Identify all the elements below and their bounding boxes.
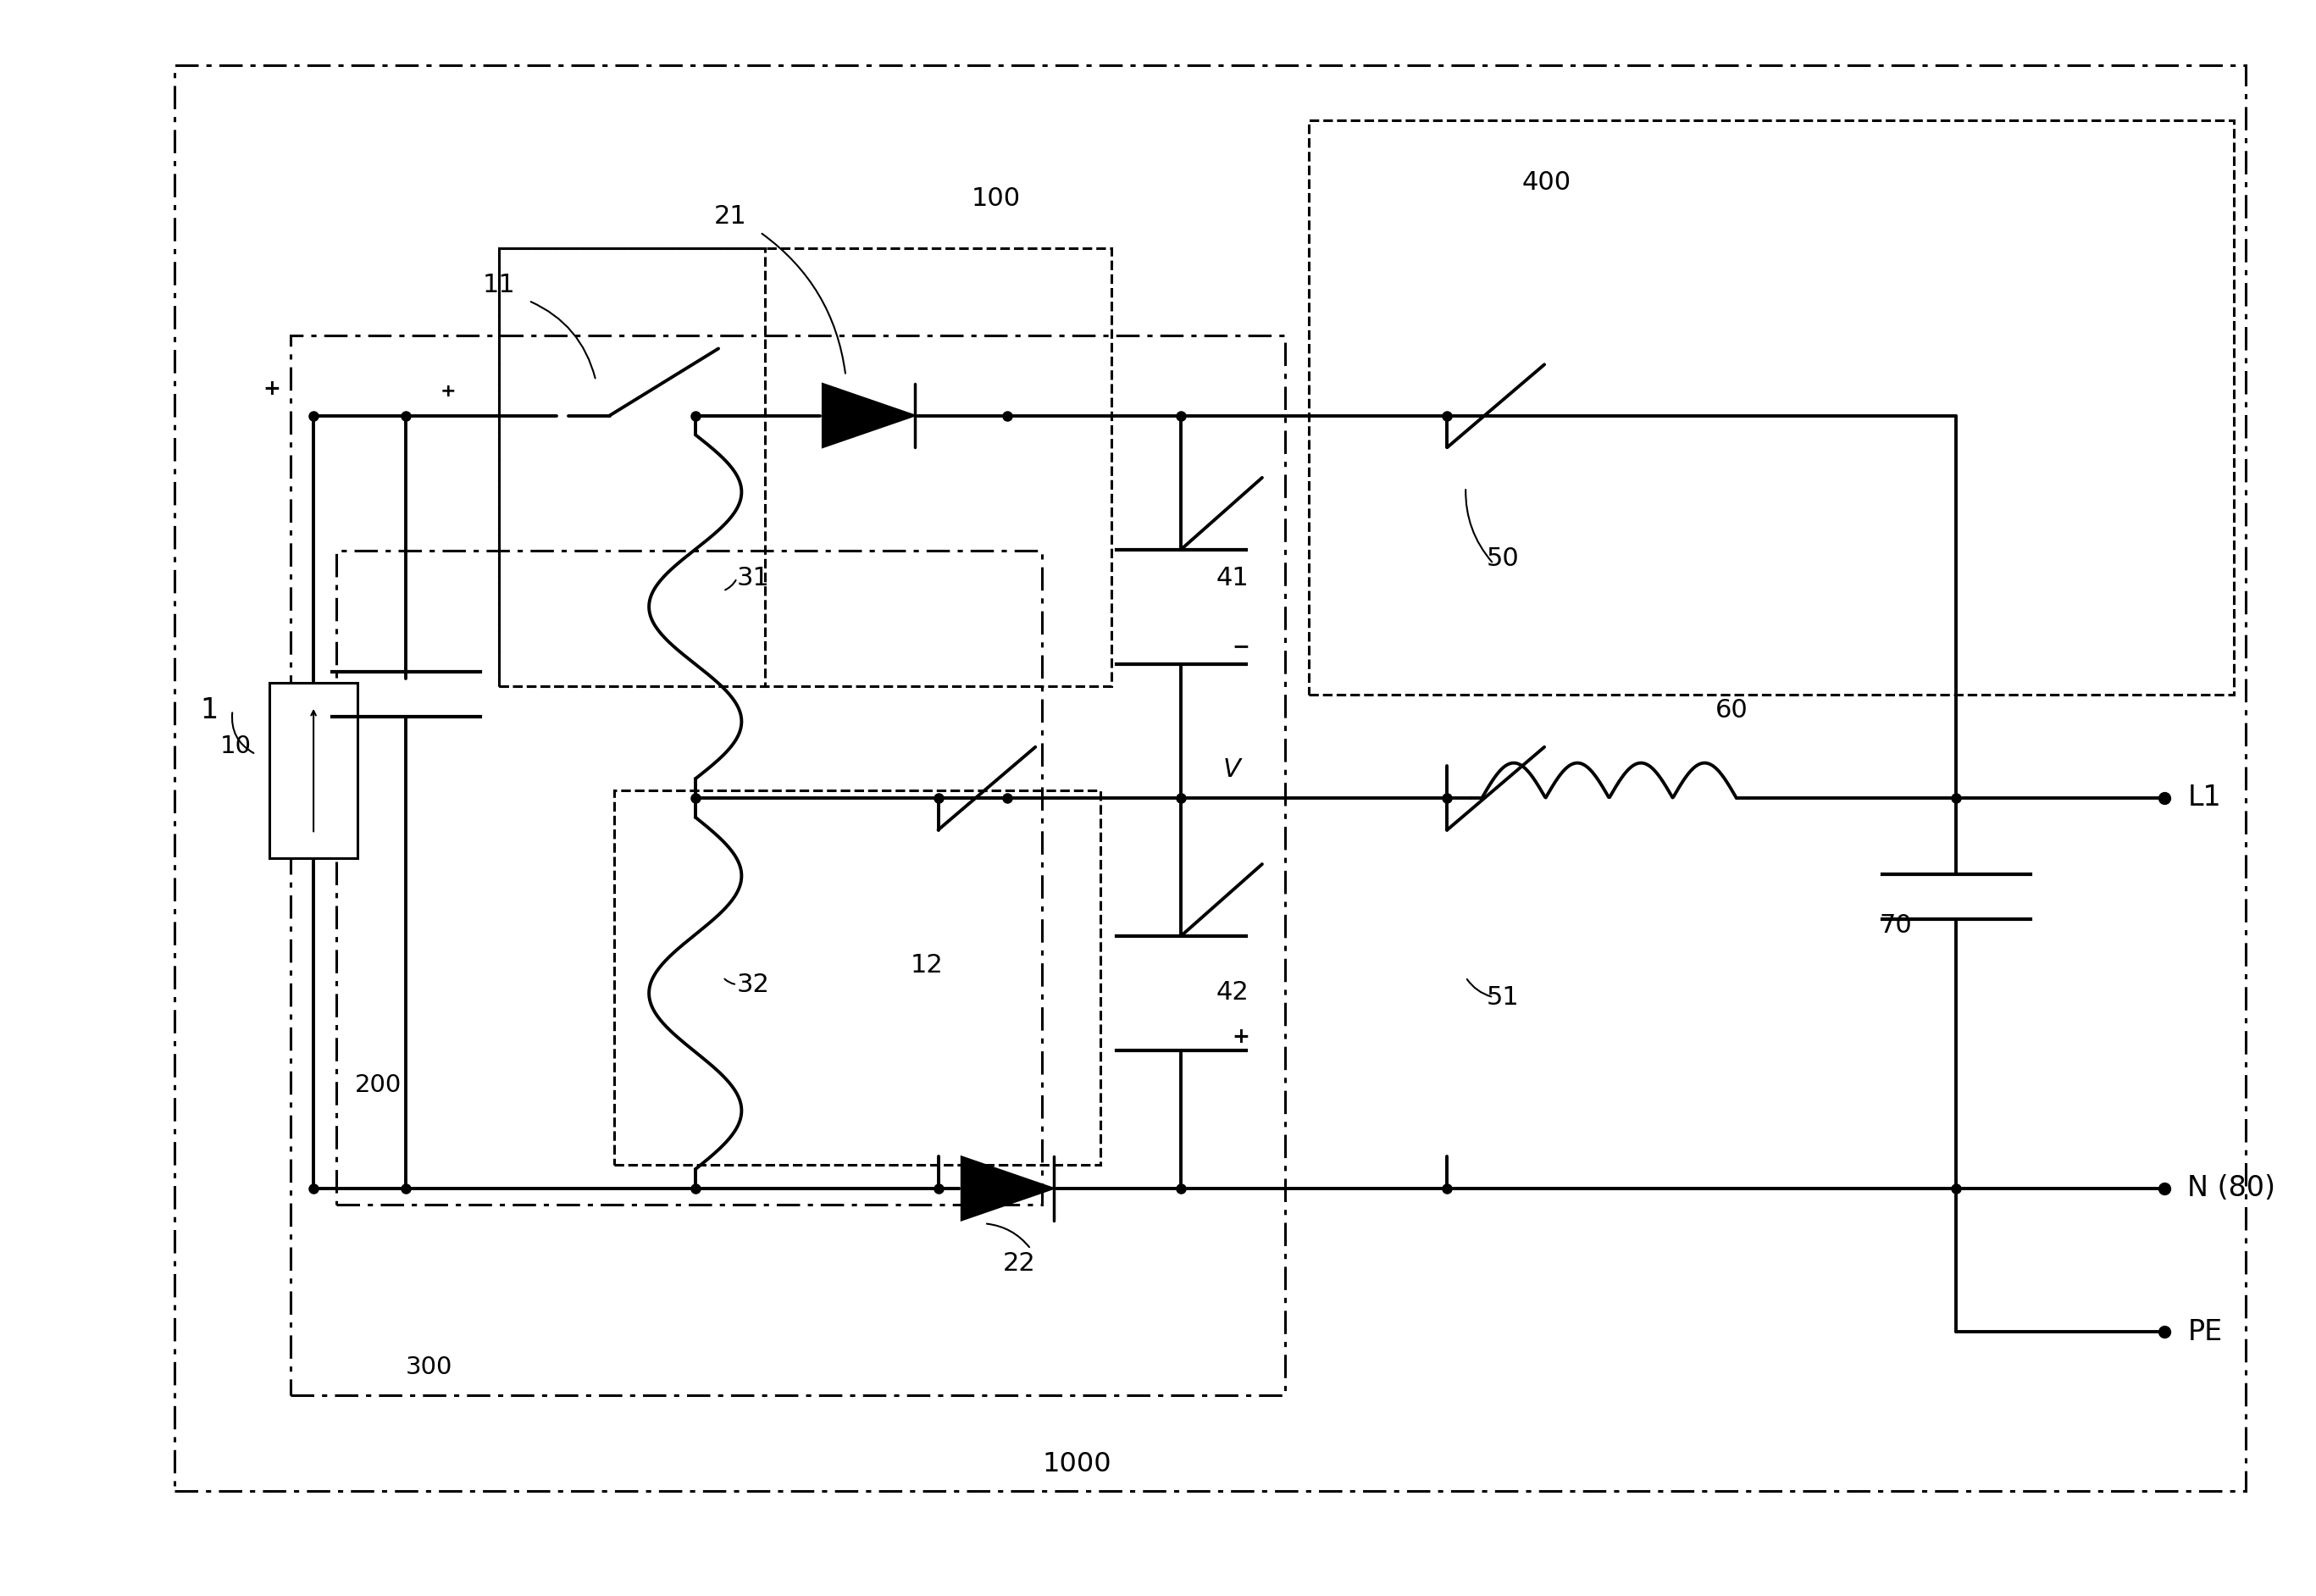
- Text: 12: 12: [910, 953, 943, 978]
- Text: V: V: [1223, 757, 1241, 782]
- Text: 31: 31: [736, 567, 769, 591]
- Text: +: +: [440, 383, 456, 401]
- Text: 32: 32: [736, 972, 769, 998]
- Text: +: +: [1232, 1026, 1251, 1047]
- Text: 200: 200: [354, 1073, 401, 1096]
- Text: 60: 60: [1716, 697, 1749, 723]
- Text: 300: 300: [405, 1355, 452, 1379]
- Text: 1: 1: [201, 696, 218, 725]
- Text: 400: 400: [1522, 171, 1570, 195]
- Text: 11: 11: [482, 273, 514, 297]
- Text: 100: 100: [970, 187, 1021, 211]
- Text: 42: 42: [1216, 980, 1248, 1005]
- Text: L1: L1: [2189, 784, 2221, 812]
- Text: −: −: [1232, 637, 1251, 658]
- Text: 70: 70: [1878, 913, 1913, 938]
- Text: 51: 51: [1487, 985, 1519, 1010]
- Text: +: +: [264, 378, 280, 399]
- Text: PE: PE: [2189, 1318, 2223, 1345]
- Text: 21: 21: [713, 204, 746, 228]
- Text: N (80): N (80): [2189, 1175, 2277, 1202]
- Text: 10: 10: [220, 734, 250, 758]
- Polygon shape: [822, 383, 915, 447]
- Bar: [269, 683, 357, 857]
- Text: 50: 50: [1487, 547, 1519, 571]
- Text: 41: 41: [1216, 567, 1248, 591]
- Text: 1000: 1000: [1042, 1451, 1112, 1478]
- Text: 22: 22: [1003, 1251, 1035, 1275]
- Polygon shape: [961, 1157, 1054, 1221]
